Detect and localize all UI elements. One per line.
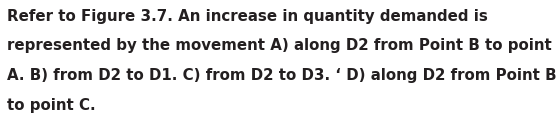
Text: Refer to Figure 3.7. An increase in quantity demanded is: Refer to Figure 3.7. An increase in quan… [7, 9, 488, 24]
Text: represented by the movement A) along D2 from Point B to point: represented by the movement A) along D2 … [7, 38, 552, 53]
Text: to point C.: to point C. [7, 98, 96, 113]
Text: A. B) from D2 to D1. C) from D2 to D3. ‘ D) along D2 from Point B: A. B) from D2 to D1. C) from D2 to D3. ‘… [7, 68, 557, 83]
